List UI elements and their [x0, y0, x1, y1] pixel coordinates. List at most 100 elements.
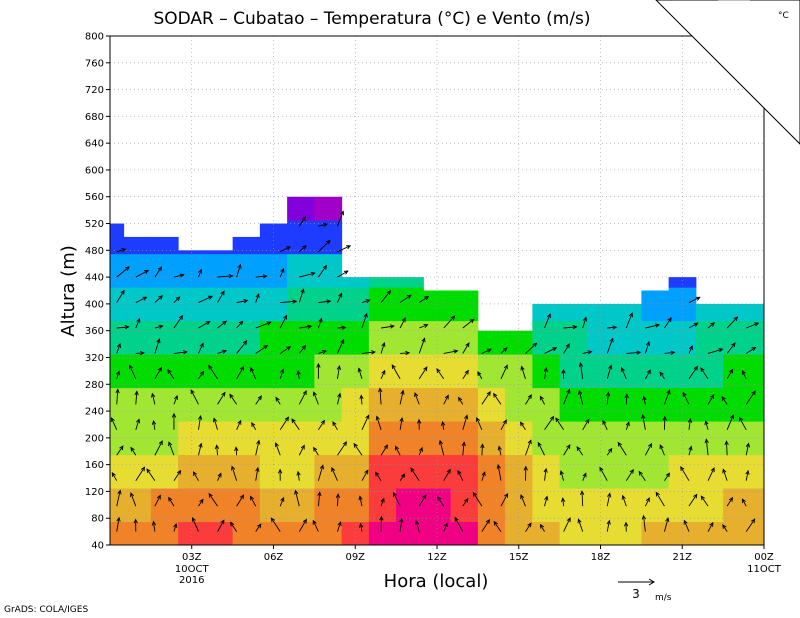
colorbar-unit: °C	[778, 11, 789, 21]
wind-vector-shaft	[414, 392, 420, 405]
wind-vector	[722, 468, 728, 481]
wind-vector	[317, 464, 324, 481]
wind-vector-shaft	[721, 396, 728, 405]
wind-vector-shaft	[135, 318, 141, 329]
wind-vector	[358, 495, 363, 507]
wind-vector-head	[683, 519, 688, 525]
wind-vector-shaft	[537, 442, 545, 456]
temperature-cell	[123, 454, 152, 489]
wind-vector	[582, 472, 587, 481]
wind-vector-head	[700, 495, 705, 501]
wind-vector	[537, 441, 545, 456]
wind-vector	[443, 349, 459, 354]
temperature-cell	[750, 303, 765, 322]
temperature-cell	[450, 320, 479, 355]
wind-vector	[198, 342, 204, 354]
wind-vector-shaft	[198, 371, 204, 380]
wind-vector	[380, 497, 385, 507]
wind-vector-head	[745, 442, 750, 448]
wind-vector-head	[192, 471, 198, 477]
wind-vector-head	[745, 469, 750, 475]
y-tick-label: 640	[85, 139, 104, 150]
wind-vector-shaft	[250, 367, 257, 380]
wind-vector	[399, 294, 412, 303]
wind-vector	[477, 371, 483, 380]
wind-vector-head	[302, 390, 307, 396]
wind-vector	[462, 369, 469, 380]
wind-vector-shaft	[498, 446, 502, 456]
wind-vector-head	[325, 239, 331, 245]
wind-vector-shaft	[707, 348, 723, 354]
temperature-cell	[150, 454, 179, 489]
wind-vector-head	[346, 245, 352, 250]
temperature-cell	[205, 521, 234, 546]
wind-vector-shaft	[255, 321, 271, 329]
wind-vector-shaft	[361, 299, 370, 303]
wind-vector	[687, 417, 693, 430]
wind-vector-head	[446, 468, 451, 474]
wind-vector	[707, 394, 715, 405]
temperature-cell	[450, 354, 479, 389]
temperature-cell	[668, 454, 697, 489]
wind-vector	[135, 350, 145, 356]
wind-vector-shaft	[380, 325, 394, 329]
wind-vector-head	[700, 367, 705, 373]
wind-vector-head	[400, 473, 406, 479]
wind-vector	[318, 222, 329, 227]
wind-vector-head	[645, 341, 650, 347]
wind-vector-head	[134, 390, 139, 396]
wind-vector-shaft	[111, 472, 118, 481]
wind-vector	[391, 364, 401, 380]
wind-vector-shaft	[599, 467, 608, 481]
wind-vector-shaft	[443, 315, 455, 329]
wind-vector-shaft	[563, 326, 577, 329]
wind-vector	[641, 414, 646, 430]
wind-vector-shaft	[236, 340, 247, 354]
wind-vector-head	[255, 466, 260, 472]
wind-vector	[154, 366, 162, 380]
wind-vector	[151, 392, 156, 405]
wind-vector-shaft	[279, 369, 284, 380]
x-tick-sublabel: 10OCT	[175, 564, 210, 575]
wind-vector-head	[198, 442, 203, 448]
wind-vector-shaft	[190, 389, 199, 405]
wind-vector-head	[275, 396, 280, 402]
wind-vector-shaft	[135, 270, 149, 278]
wind-vector-head	[730, 414, 735, 420]
wind-vector	[317, 419, 325, 431]
wind-vector-shaft	[154, 339, 160, 354]
wind-vector-head	[156, 338, 161, 344]
wind-vector-head	[302, 518, 307, 524]
wind-vector-head	[642, 395, 647, 401]
wind-vector-head	[190, 389, 195, 395]
temperature-cell	[723, 320, 751, 355]
wind-vector-head	[464, 414, 469, 420]
wind-vector-shaft	[154, 325, 163, 329]
wind-vector-head	[704, 420, 709, 426]
wind-vector-head	[220, 290, 225, 296]
temperature-cell	[505, 454, 533, 489]
temperature-cell	[314, 387, 343, 422]
wind-vector-head	[418, 446, 423, 452]
wind-vector	[399, 517, 404, 532]
wind-vector-head	[665, 517, 670, 523]
wind-vector-head	[198, 268, 203, 274]
wind-vector-head	[300, 444, 305, 450]
y-tick-label: 360	[85, 326, 104, 337]
wind-vector-head	[237, 263, 242, 269]
temperature-cell	[695, 521, 724, 546]
wind-vector	[337, 325, 347, 330]
wind-vector-head	[625, 421, 630, 427]
x-tick-label: 18Z	[591, 552, 611, 563]
wind-vector	[418, 366, 428, 380]
wind-vector-head	[222, 349, 228, 354]
wind-vector-head	[157, 366, 162, 372]
wind-vector-head	[751, 390, 756, 396]
wind-vector-head	[636, 350, 642, 355]
wind-vector-head	[667, 317, 672, 323]
wind-vector-head	[240, 365, 245, 371]
wind-vector-head	[424, 295, 430, 301]
temperature-cell	[750, 354, 765, 389]
wind-vector	[726, 342, 736, 354]
temperature-cell	[450, 454, 479, 489]
